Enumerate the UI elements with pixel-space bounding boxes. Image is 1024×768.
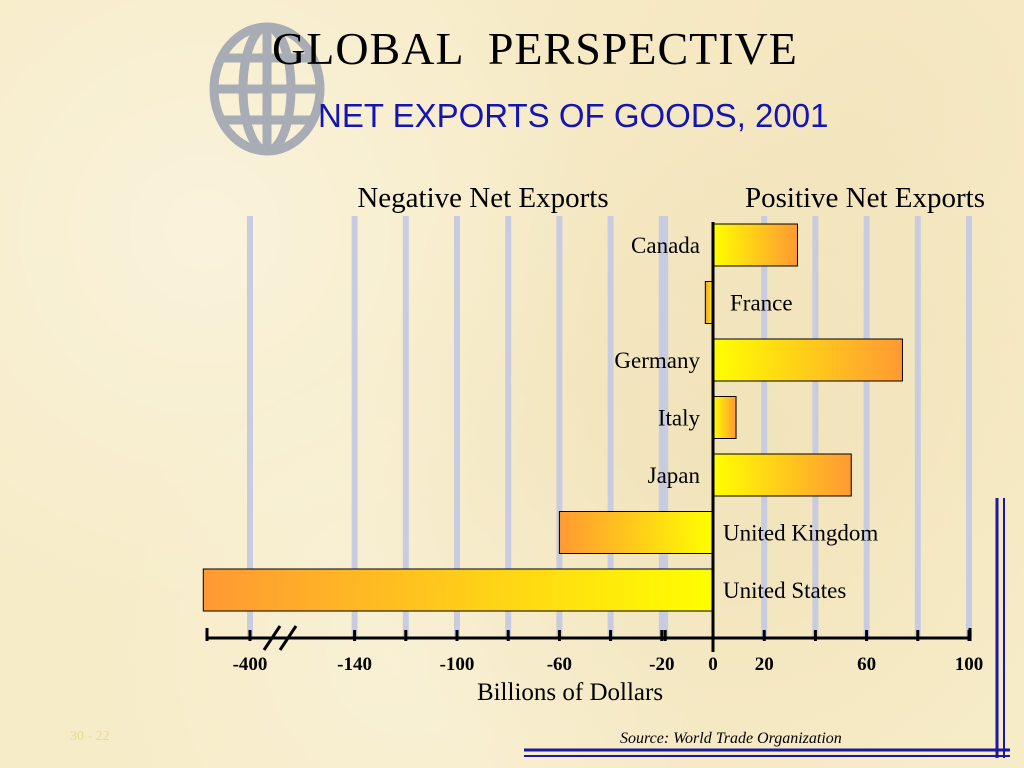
bar-united-kingdom [558,511,714,554]
bar-italy [712,396,737,439]
x-tick-label: 60 [857,654,876,675]
slide-number: 30 - 22 [70,729,110,744]
page-title: GLOBAL PERSPECTIVE [272,23,798,74]
x-tick-label: -140 [337,654,372,675]
globe-icon [209,22,325,156]
x-axis-label: Billions of Dollars [477,679,663,706]
category-label: United Kingdom [723,521,878,546]
category-label: Italy [658,406,701,431]
x-tick-label: 0 [708,654,718,675]
category-label: United States [723,578,846,603]
x-tick-label: -100 [440,654,475,675]
axis-break-mark [262,625,282,651]
category-label: Canada [631,233,700,258]
x-tick-label: -20 [649,654,674,675]
x-tick-label: -60 [547,654,572,675]
bar-japan [712,453,852,497]
axis-break-mark [278,625,298,651]
bar-germany [712,338,903,382]
positive-heading: Positive Net Exports [745,182,985,214]
page-subtitle: NET EXPORTS OF GOODS, 2001 [318,97,829,134]
category-label: France [730,291,793,316]
x-tick-label: -400 [233,654,268,675]
category-label: Germany [614,348,700,373]
source-note: Source: World Trade Organization [620,730,842,747]
x-tick-label: 20 [755,654,774,675]
x-tick-label: 100 [955,654,984,675]
category-label: Japan [648,463,701,488]
bar-united-states [202,568,714,612]
negative-heading: Negative Net Exports [357,182,608,214]
bar-canada [712,223,798,267]
